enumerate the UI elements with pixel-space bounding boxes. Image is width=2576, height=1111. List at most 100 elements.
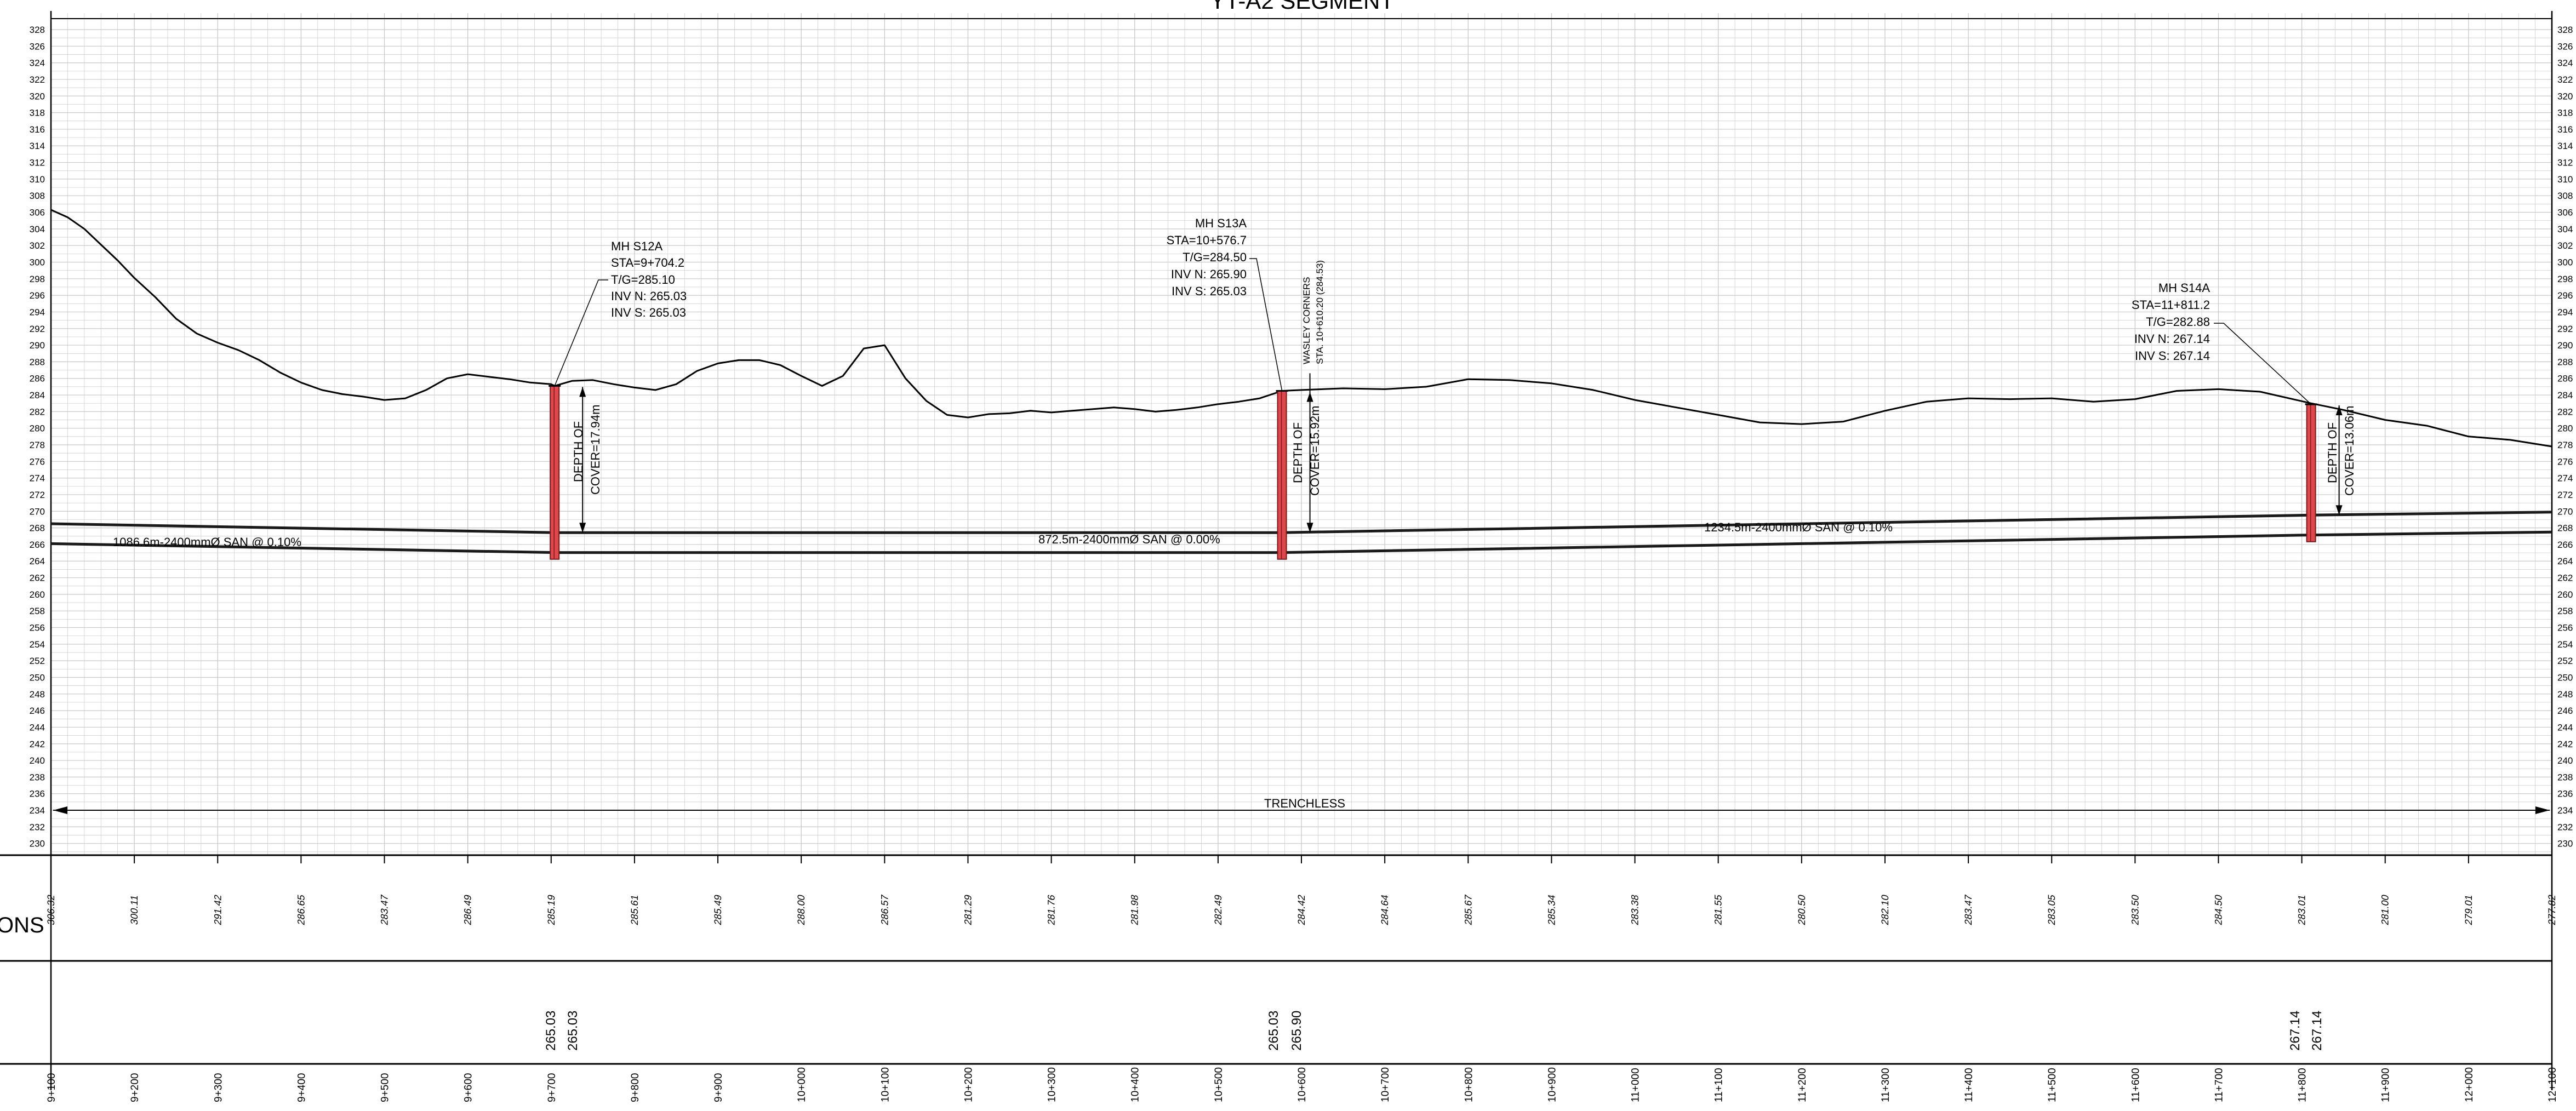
elevation-label: 270 <box>30 506 45 517</box>
elevation-label: 324 <box>2557 58 2573 68</box>
elevation-label: 302 <box>30 240 45 251</box>
station-label: 9+800 <box>630 1073 641 1102</box>
station-label: 9+300 <box>213 1073 224 1102</box>
elevation-label: 296 <box>30 290 45 301</box>
station-label: 9+900 <box>713 1073 724 1102</box>
station-label: 11+900 <box>2380 1068 2392 1102</box>
depth-of-cover-line-2: COVER=13.06m <box>2343 406 2356 496</box>
elevation-label: 306 <box>30 208 45 218</box>
ground-elevation-label: 285.61 <box>629 894 640 926</box>
depth-of-cover-s13a: DEPTH OF COVER=15.92m <box>1291 406 1322 496</box>
manhole-label-s13a: MH S13A STA=10+576.7 T/G=284.50 INV N: 2… <box>1167 216 1247 298</box>
ground-elevation-label: 280.50 <box>1796 894 1807 926</box>
elevation-label: 252 <box>2557 656 2573 666</box>
elevation-label: 248 <box>2557 689 2573 700</box>
manhole-label-s12a: MH S12A STA=9+704.2 T/G=285.10 INV N: 26… <box>611 239 687 319</box>
depth-of-cover-s12a: DEPTH OF COVER=17.94m <box>572 405 602 495</box>
station-label: 9+500 <box>380 1073 391 1102</box>
elevation-label: 232 <box>30 822 45 832</box>
station-label: 10+000 <box>796 1067 808 1102</box>
arrowhead-right <box>2535 806 2550 815</box>
station-label: 9+100 <box>46 1073 58 1102</box>
elevation-label: 276 <box>2557 456 2573 467</box>
leader-line-s12a <box>554 279 608 386</box>
elevation-label: 272 <box>30 490 45 500</box>
elevation-label: 320 <box>2557 91 2573 101</box>
ground-elevation-label: 283.05 <box>2046 894 2057 926</box>
elevation-label: 240 <box>2557 755 2573 766</box>
elevation-label: 328 <box>30 25 45 35</box>
manhole-top-of-grate: T/G=284.50 <box>1183 250 1247 264</box>
elevation-label: 276 <box>30 456 45 467</box>
ground-elevation-label: 283.50 <box>2130 894 2141 926</box>
elevation-label: 256 <box>30 623 45 633</box>
elevation-label: 244 <box>2557 722 2573 732</box>
leader-line-s13a <box>1249 258 1283 391</box>
arrowhead-down <box>2335 505 2343 516</box>
inverts-row-s13a: 265.03 265.90 <box>1266 1011 1304 1051</box>
station-label: 10+900 <box>1546 1067 1558 1102</box>
elevation-label: 238 <box>30 772 45 782</box>
depth-of-cover-line-1: DEPTH OF <box>572 421 585 482</box>
station-label: 11+000 <box>1630 1068 1642 1102</box>
elevation-label: 304 <box>30 224 45 234</box>
elevation-label: 286 <box>2557 374 2573 384</box>
ground-elevation-label: 283.47 <box>1963 894 1974 926</box>
elevation-label: 308 <box>2557 191 2573 201</box>
crossing-label: WASLEY CORNERS STA. 10+610.20 (284.53) <box>1301 260 1325 364</box>
inverts-row-s14a: 267.14 267.14 <box>2288 1011 2324 1051</box>
arrowhead-up <box>2335 405 2343 416</box>
elevation-label: 264 <box>2557 556 2573 566</box>
elevation-label: 282 <box>30 406 45 417</box>
ground-elevation-label: 281.76 <box>1046 894 1057 926</box>
grid <box>50 13 2552 856</box>
station-label: 10+700 <box>1380 1067 1391 1102</box>
elevation-label: 310 <box>30 174 45 185</box>
station-label: 10+100 <box>879 1067 891 1102</box>
ground-elevation-label: 282.49 <box>1213 894 1224 926</box>
depth-of-cover-line-2: COVER=17.94m <box>589 405 602 495</box>
partial-row-label: ONS <box>0 913 44 937</box>
station-label: 9+600 <box>463 1073 475 1102</box>
elevation-scale-right: 328 326 324 322 320 318 316 314 312 310 308 306 304 3… <box>2557 25 2573 849</box>
pipe-label-2: 872.5m-2400mmØ SAN @ 0.00% <box>1038 532 1220 546</box>
station-label: 9+400 <box>296 1073 307 1102</box>
trenchless-label: TRENCHLESS <box>1264 797 1345 810</box>
elevation-label: 236 <box>30 789 45 799</box>
station-label: 10+200 <box>963 1067 974 1102</box>
elevation-label: 230 <box>30 839 45 849</box>
manholes <box>549 258 2343 560</box>
invert-value: 265.03 <box>566 1011 580 1051</box>
depth-of-cover-line-1: DEPTH OF <box>1291 422 1305 483</box>
station-label: 11+200 <box>1797 1068 1808 1102</box>
elevation-label: 292 <box>2557 324 2573 334</box>
elevation-label: 310 <box>2557 174 2573 185</box>
elevation-label: 284 <box>2557 390 2573 400</box>
manhole-invert-south: INV S: 265.03 <box>611 306 686 319</box>
station-labels: 9+100 9+200 9+300 9+400 9+500 9+600 9+700 9+800… <box>46 1067 2558 1102</box>
elevation-label: 268 <box>2557 523 2573 534</box>
manhole-invert-south: INV S: 267.14 <box>2135 349 2210 363</box>
ground-elevation-label: 281.29 <box>963 894 974 926</box>
elevation-label: 286 <box>30 374 45 384</box>
station-label: 11+700 <box>2213 1068 2225 1102</box>
manhole-invert-south: INV S: 265.03 <box>1172 284 1247 298</box>
elevation-label: 250 <box>30 672 45 683</box>
manhole-name: MH S12A <box>611 239 662 253</box>
ground-elevation-label: 281.55 <box>1713 894 1724 926</box>
elevation-label: 274 <box>2557 473 2573 484</box>
station-label: 12+000 <box>2464 1067 2475 1102</box>
ground-elevation-label: 284.42 <box>1296 894 1307 926</box>
elevation-label: 266 <box>2557 540 2573 550</box>
arrowhead-up <box>1306 392 1313 402</box>
depth-of-cover-s14a: DEPTH OF COVER=13.06m <box>2326 406 2356 496</box>
station-label: 10+300 <box>1047 1067 1058 1102</box>
elevation-label: 320 <box>30 91 45 101</box>
elevation-label: 322 <box>2557 75 2573 85</box>
invert-value: 265.90 <box>1289 1011 1304 1051</box>
elevation-label: 262 <box>2557 573 2573 583</box>
manhole-invert-north: INV N: 265.03 <box>611 289 687 303</box>
frame <box>0 11 2553 1090</box>
elevation-label: 242 <box>2557 739 2573 749</box>
manhole-top-of-grate: T/G=285.10 <box>611 273 675 287</box>
